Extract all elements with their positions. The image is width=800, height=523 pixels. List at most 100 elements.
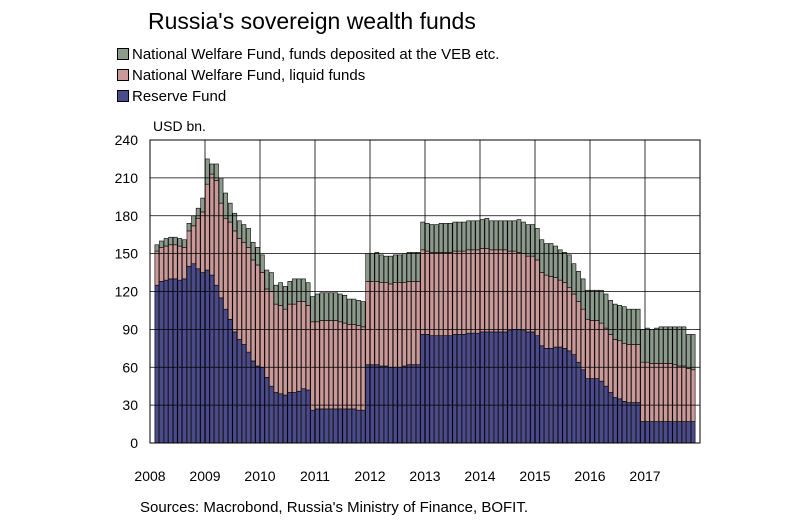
- bar-nwf-veb-104: [631, 308, 636, 345]
- bar-reserve-89: [562, 348, 568, 444]
- y-tick-label-30: 30: [122, 397, 138, 413]
- x-tick-label-2012: 2012: [354, 468, 385, 484]
- bar-nwf-veb-115: [681, 326, 687, 367]
- bar-nwf-liquid-116: [686, 368, 691, 422]
- bar-nwf-liquid-2: [163, 245, 169, 281]
- bar-reserve-45: [360, 409, 366, 444]
- legend-label-nwf-liquid: National Welfare Fund, liquid funds: [132, 67, 366, 84]
- bar-nwf-veb-2: [163, 238, 169, 247]
- bar-nwf-liquid-87: [553, 277, 558, 348]
- bar-nwf-liquid-92: [576, 301, 581, 363]
- bar-nwf-liquid-12: [209, 173, 215, 276]
- bar-nwf-liquid-17: [232, 230, 238, 333]
- bar-nwf-liquid-26: [273, 303, 279, 393]
- bar-nwf-liquid-88: [557, 279, 563, 348]
- bar-reserve-43: [351, 408, 357, 444]
- bar-nwf-veb-89: [562, 252, 568, 283]
- x-tick-label-2016: 2016: [574, 468, 605, 484]
- bar-reserve-13: [214, 284, 219, 444]
- bar-nwf-veb-69: [470, 220, 476, 251]
- legend-label-nwf-veb: National Welfare Fund, funds deposited a…: [132, 46, 500, 63]
- bar-nwf-liquid-72: [484, 248, 490, 333]
- bar-reserve-34: [310, 409, 316, 444]
- bar-reserve-72: [484, 331, 490, 444]
- bar-nwf-veb-33: [305, 282, 311, 306]
- bar-nwf-veb-110: [658, 326, 664, 364]
- bar-nwf-veb-71: [479, 219, 485, 249]
- bar-nwf-veb-99: [608, 300, 613, 335]
- bar-nwf-veb-5: [177, 238, 183, 247]
- bar-reserve-71: [479, 331, 485, 444]
- bar-nwf-liquid-85: [544, 274, 549, 349]
- bar-nwf-liquid-29: [287, 303, 293, 393]
- bar-reserve-48: [374, 364, 380, 444]
- bar-nwf-liquid-117: [690, 369, 696, 422]
- bar-nwf-liquid-84: [539, 272, 545, 347]
- bar-nwf-liquid-75: [498, 249, 503, 333]
- bar-nwf-veb-53: [397, 254, 403, 283]
- bar-nwf-liquid-11: [205, 183, 210, 271]
- bar-nwf-veb-59: [424, 223, 430, 252]
- bar-reserve-68: [466, 332, 471, 444]
- bar-nwf-veb-17: [232, 212, 238, 232]
- bar-nwf-veb-55: [406, 252, 412, 282]
- bar-reserve-41: [342, 408, 348, 444]
- bar-reserve-90: [567, 350, 572, 444]
- bar-reserve-87: [553, 346, 558, 444]
- bar-nwf-liquid-60: [429, 252, 435, 336]
- bar-nwf-liquid-76: [502, 249, 508, 333]
- bar-nwf-veb-6: [182, 239, 187, 248]
- bar-nwf-liquid-64: [447, 252, 453, 336]
- bar-reserve-22: [255, 365, 260, 444]
- bar-reserve-18: [237, 339, 242, 444]
- bar-reserve-105: [635, 402, 641, 444]
- bar-nwf-veb-7: [186, 223, 192, 232]
- bar-reserve-37: [324, 408, 329, 444]
- y-axis-unit-label: USD bn.: [153, 118, 206, 134]
- bar-reserve-85: [544, 348, 549, 444]
- bar-nwf-liquid-80: [521, 253, 526, 331]
- bar-reserve-66: [457, 334, 462, 444]
- bar-reserve-61: [434, 335, 439, 444]
- bar-nwf-veb-77: [507, 220, 513, 252]
- bar-nwf-veb-52: [392, 254, 398, 283]
- bar-nwf-veb-91: [571, 263, 577, 295]
- y-tick-label-60: 60: [122, 359, 138, 375]
- bar-nwf-veb-95: [589, 289, 595, 321]
- bar-nwf-veb-20: [246, 228, 251, 248]
- bar-nwf-liquid-63: [443, 252, 448, 336]
- bar-reserve-73: [489, 331, 494, 444]
- bar-reserve-14: [218, 297, 224, 444]
- bar-nwf-veb-102: [622, 306, 627, 344]
- bar-nwf-liquid-79: [516, 252, 522, 330]
- bar-nwf-veb-85: [544, 243, 549, 276]
- bar-nwf-liquid-90: [567, 287, 572, 352]
- bar-nwf-veb-101: [617, 305, 623, 342]
- bar-reserve-82: [530, 331, 536, 444]
- bar-nwf-veb-83: [534, 228, 540, 261]
- bar-nwf-veb-88: [557, 249, 563, 281]
- bar-reserve-19: [241, 344, 247, 444]
- bar-nwf-veb-86: [548, 243, 554, 277]
- bar-nwf-liquid-54: [402, 282, 407, 367]
- legend-swatch-nwf-veb: [117, 48, 129, 60]
- bar-nwf-veb-74: [493, 220, 499, 251]
- bar-reserve-108: [649, 421, 655, 444]
- bar-nwf-veb-11: [205, 158, 210, 185]
- bar-nwf-liquid-104: [631, 344, 636, 403]
- bar-nwf-veb-107: [644, 327, 650, 363]
- bar-reserve-21: [250, 360, 256, 444]
- bar-reserve-92: [576, 361, 581, 444]
- bar-nwf-liquid-71: [479, 248, 485, 333]
- bar-nwf-veb-58: [420, 221, 426, 251]
- bar-nwf-liquid-44: [356, 325, 361, 411]
- bar-reserve-76: [502, 331, 508, 444]
- bar-nwf-veb-56: [411, 252, 416, 282]
- bar-nwf-liquid-42: [347, 324, 352, 410]
- bar-nwf-liquid-50: [383, 282, 389, 367]
- bar-nwf-veb-12: [209, 163, 215, 175]
- bar-nwf-veb-41: [342, 294, 348, 324]
- legend-item-reserve-fund: Reserve Fund: [117, 88, 226, 105]
- bar-reserve-17: [232, 331, 238, 444]
- bar-nwf-liquid-43: [351, 324, 357, 410]
